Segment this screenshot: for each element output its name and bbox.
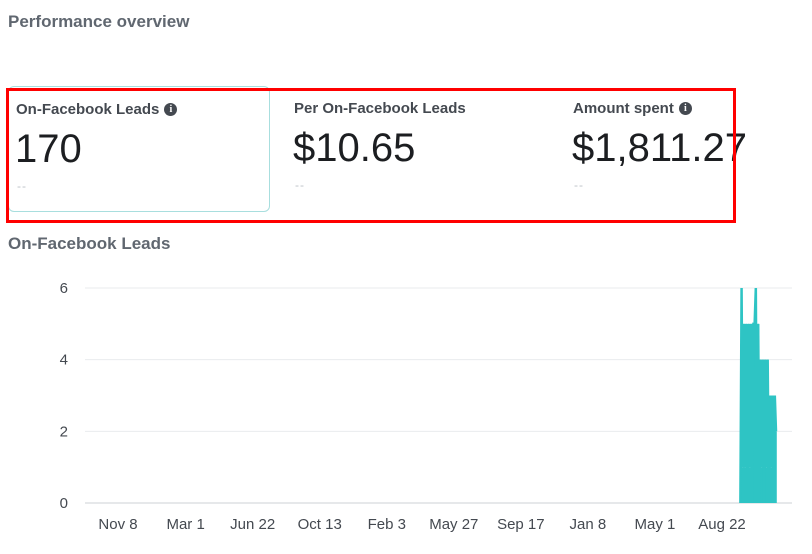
data-bar xyxy=(744,467,746,503)
metric-label: On-Facebook Leads i xyxy=(16,101,178,118)
metric-comparison: -- xyxy=(295,178,305,192)
metric-value: 170 xyxy=(15,127,82,171)
x-tick-label: Jun 22 xyxy=(230,516,275,533)
x-tick-label: Jan 8 xyxy=(570,516,607,533)
data-bar xyxy=(770,467,773,503)
data-bar xyxy=(765,467,768,503)
page-title: Performance overview xyxy=(8,12,190,31)
x-tick-label: May 27 xyxy=(429,516,478,533)
metric-comparison: -- xyxy=(574,178,584,192)
data-bar xyxy=(753,323,756,503)
y-tick-label: 6 xyxy=(60,280,68,297)
metric-label-text: Amount spent xyxy=(573,100,674,117)
x-tick-label: Aug 22 xyxy=(698,516,746,533)
metric-card-1[interactable]: Per On-Facebook Leads $10.65 -- xyxy=(287,86,549,212)
x-tick-label: Oct 13 xyxy=(298,516,342,533)
data-bar xyxy=(749,467,751,503)
x-tick-label: Feb 3 xyxy=(368,516,406,533)
metric-label: Amount spent i xyxy=(573,100,692,117)
metric-label-text: Per On-Facebook Leads xyxy=(294,100,466,117)
x-tick-label: Mar 1 xyxy=(166,516,204,533)
metric-value: $10.65 xyxy=(293,126,416,170)
metric-label: Per On-Facebook Leads xyxy=(294,100,466,117)
data-bar xyxy=(760,467,763,503)
metric-card-0[interactable]: On-Facebook Leads i 170 -- xyxy=(8,86,270,212)
info-icon[interactable]: i xyxy=(164,103,178,116)
x-tick-label: Sep 17 xyxy=(497,516,545,533)
series-line xyxy=(739,287,778,504)
y-tick-label: 0 xyxy=(60,495,68,512)
metric-card-2[interactable]: Amount spent i $1,811.27 -- xyxy=(566,86,812,212)
leads-chart: 0 2 4 6 Nov 8 Mar 1 Jun 22 Oct 13 Feb 3 May 27 Sep… xyxy=(60,280,792,533)
chart-title: On-Facebook Leads xyxy=(8,234,171,253)
metric-comparison: -- xyxy=(17,179,27,193)
data-bar xyxy=(741,467,744,503)
y-tick-label: 4 xyxy=(60,352,68,369)
x-tick-label: Nov 8 xyxy=(98,516,137,533)
metric-label-text: On-Facebook Leads xyxy=(16,101,160,118)
info-icon[interactable]: i xyxy=(678,102,692,115)
data-bar xyxy=(775,431,777,503)
y-tick-label: 2 xyxy=(60,423,68,440)
metric-value: $1,811.27 xyxy=(572,126,747,170)
x-tick-label: May 1 xyxy=(635,516,676,533)
